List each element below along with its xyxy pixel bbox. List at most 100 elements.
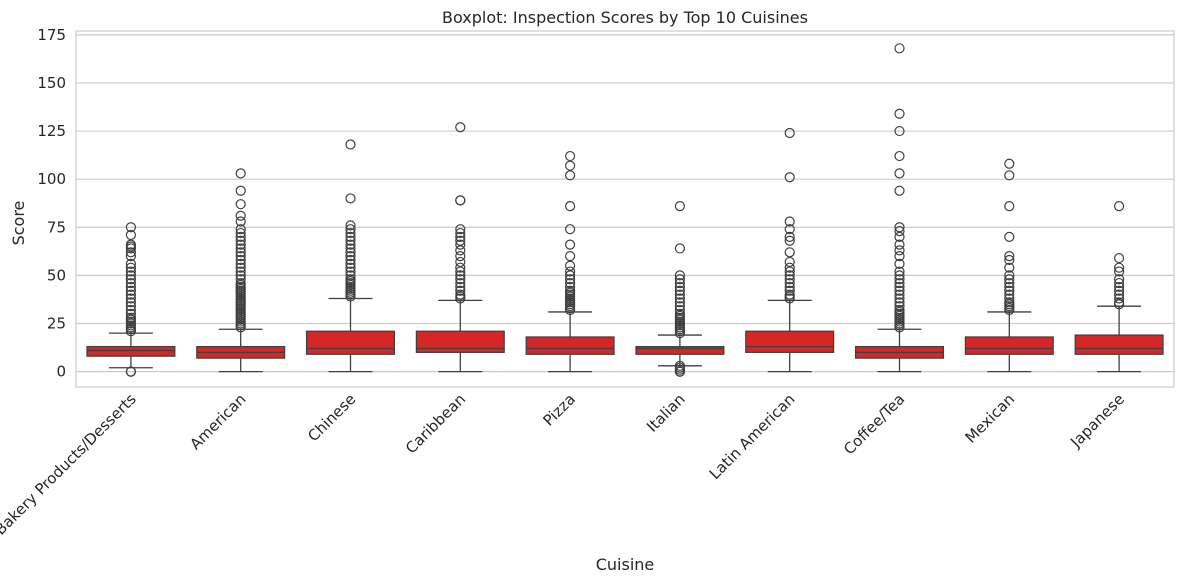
outlier-point — [784, 285, 795, 296]
outlier-point — [1004, 297, 1015, 308]
outlier-point — [455, 122, 466, 133]
outlier-point — [125, 270, 136, 281]
outlier-point — [894, 289, 905, 300]
outlier-point — [345, 262, 356, 273]
outlier-point — [455, 231, 466, 243]
outlier-point — [564, 251, 576, 262]
chart-title: Boxplot: Inspection Scores by Top 10 Cui… — [442, 8, 808, 27]
x-axis-ticks: Bakery Products/Desserts American Chinese C… — [0, 390, 1128, 539]
y-axis-ticks: 0 25 50 75 100 125 150 175 — [37, 26, 66, 381]
outlier-point — [894, 266, 905, 277]
outlier-point — [345, 243, 356, 254]
outlier-point — [894, 304, 905, 316]
outlier-point — [1113, 266, 1125, 277]
outlier-point — [235, 274, 246, 285]
outlier-point — [455, 227, 466, 239]
box-group — [415, 122, 505, 373]
outlier-point — [1004, 170, 1015, 181]
outlier-point — [1004, 262, 1015, 273]
outlier-point — [674, 293, 686, 304]
outlier-point — [455, 195, 466, 206]
outlier-point — [125, 239, 136, 250]
outlier-point — [235, 216, 246, 227]
x-tick-label: Bakery Products/Desserts — [0, 390, 140, 539]
box — [1074, 334, 1164, 355]
outlier-point — [894, 277, 905, 289]
outlier-point — [345, 235, 356, 246]
outlier-point — [564, 266, 576, 277]
outlier-point — [345, 193, 356, 204]
outlier-point — [1004, 285, 1015, 296]
outlier-point — [345, 247, 356, 258]
outlier-point — [674, 360, 686, 371]
outlier-point — [125, 366, 136, 377]
outlier-point — [1113, 262, 1125, 273]
outlier-point — [125, 289, 136, 300]
outlier-point — [1004, 281, 1015, 293]
x-tick-label: Coffee/Tea — [840, 390, 908, 458]
outlier-point — [674, 297, 686, 308]
outlier-point — [1004, 254, 1015, 266]
outlier-point — [455, 239, 466, 250]
outlier-point — [894, 231, 905, 243]
outlier-point — [1113, 289, 1125, 300]
outlier-point — [564, 170, 576, 181]
outlier-point — [894, 285, 905, 296]
outlier-point — [894, 281, 905, 293]
box-group — [1074, 201, 1164, 373]
outlier-point — [125, 285, 136, 296]
y-tick-label: 150 — [37, 74, 66, 92]
x-tick-label: Caribbean — [402, 390, 469, 457]
outlier-point — [1113, 277, 1125, 289]
y-tick-label: 25 — [47, 314, 66, 332]
outlier-point — [784, 274, 795, 285]
outlier-point — [894, 245, 905, 256]
outlier-point — [455, 266, 466, 277]
x-tick-label: Pizza — [539, 390, 578, 429]
outlier-point — [784, 216, 795, 227]
x-tick-label: American — [186, 390, 249, 453]
outlier-point — [894, 168, 905, 179]
box-group — [196, 168, 286, 373]
outlier-point — [235, 224, 246, 235]
outlier-point — [1004, 201, 1015, 212]
outlier-point — [345, 254, 356, 266]
outlier-point — [125, 274, 136, 285]
outlier-point — [345, 258, 356, 269]
outlier-point — [235, 262, 246, 273]
outlier-point — [235, 227, 246, 239]
outlier-point — [125, 293, 136, 304]
outlier-point — [125, 262, 136, 273]
outlier-point — [1113, 297, 1125, 308]
outlier-point — [894, 185, 905, 196]
box — [964, 336, 1054, 355]
outlier-point — [125, 297, 136, 308]
box-series — [86, 43, 1164, 377]
outlier-point — [784, 224, 795, 235]
outlier-point — [235, 239, 246, 250]
x-tick-label: Italian — [643, 390, 689, 436]
y-tick-label: 175 — [37, 26, 66, 44]
outlier-point — [125, 229, 136, 241]
outlier-point — [564, 160, 576, 171]
outlier-point — [345, 224, 356, 235]
outlier-point — [125, 277, 136, 289]
outlier-point — [894, 150, 905, 162]
outlier-point — [345, 227, 356, 239]
outlier-point — [235, 266, 246, 277]
x-tick-label: Mexican — [962, 390, 1019, 447]
outlier-point — [455, 277, 466, 289]
outlier-point — [564, 274, 576, 285]
outlier-point — [564, 285, 576, 296]
outlier-point — [784, 256, 795, 268]
outlier-point — [1113, 281, 1125, 293]
outlier-point — [345, 266, 356, 277]
outlier-point — [784, 262, 795, 273]
outlier-point — [235, 247, 246, 258]
outlier-point — [1113, 285, 1125, 296]
box-group — [854, 43, 945, 373]
outlier-point — [674, 243, 686, 254]
outlier-point — [1113, 252, 1125, 264]
outlier-point — [564, 277, 576, 289]
outlier-point — [125, 312, 136, 323]
